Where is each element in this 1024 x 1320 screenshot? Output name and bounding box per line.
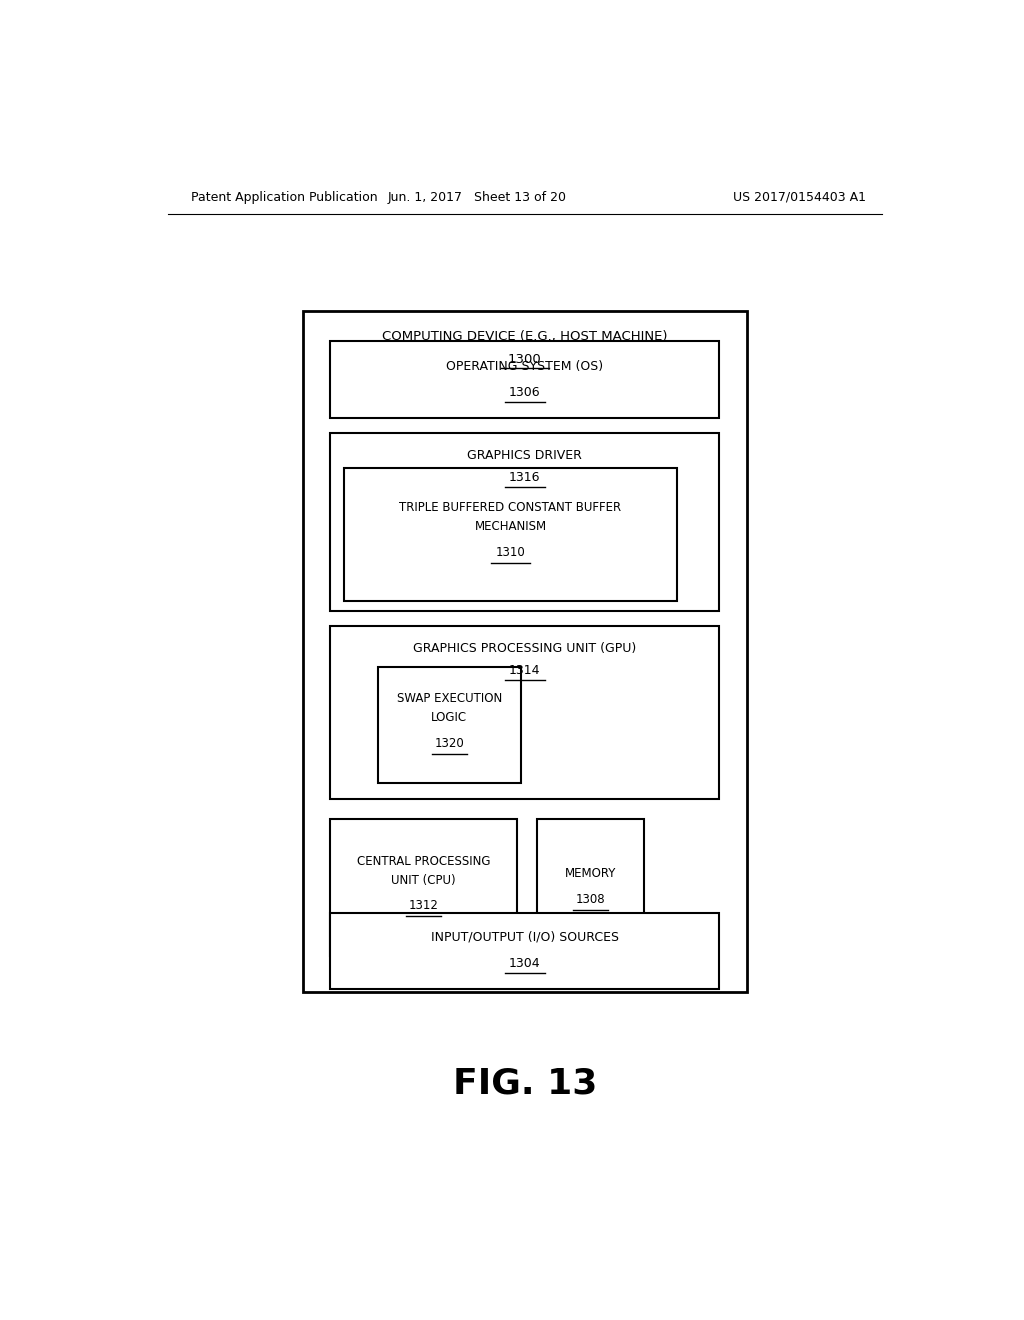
Text: MEMORY: MEMORY [564,867,616,880]
Text: 1314: 1314 [509,664,541,677]
Text: FIG. 13: FIG. 13 [453,1067,597,1101]
Text: MECHANISM: MECHANISM [474,520,547,533]
Text: CENTRAL PROCESSING: CENTRAL PROCESSING [357,855,490,867]
Text: 1310: 1310 [496,546,525,560]
Text: Jun. 1, 2017   Sheet 13 of 20: Jun. 1, 2017 Sheet 13 of 20 [388,190,566,203]
Text: 1308: 1308 [575,894,605,907]
Text: 1316: 1316 [509,471,541,484]
FancyBboxPatch shape [331,818,517,956]
FancyBboxPatch shape [303,312,748,991]
FancyBboxPatch shape [344,469,677,601]
Text: OPERATING SYSTEM (OS): OPERATING SYSTEM (OS) [446,360,603,372]
Text: COMPUTING DEVICE (E.G., HOST MACHINE): COMPUTING DEVICE (E.G., HOST MACHINE) [382,330,668,343]
Text: US 2017/0154403 A1: US 2017/0154403 A1 [733,190,866,203]
Text: SWAP EXECUTION: SWAP EXECUTION [396,692,502,705]
FancyBboxPatch shape [537,818,644,956]
Text: LOGIC: LOGIC [431,711,468,725]
Text: 1306: 1306 [509,387,541,399]
Text: Patent Application Publication: Patent Application Publication [191,190,378,203]
FancyBboxPatch shape [378,667,521,784]
FancyBboxPatch shape [331,912,719,989]
FancyBboxPatch shape [331,626,719,799]
Text: UNIT (CPU): UNIT (CPU) [391,874,456,887]
FancyBboxPatch shape [331,433,719,611]
Text: TRIPLE BUFFERED CONSTANT BUFFER: TRIPLE BUFFERED CONSTANT BUFFER [399,500,622,513]
Text: GRAPHICS DRIVER: GRAPHICS DRIVER [467,449,583,462]
Text: INPUT/OUTPUT (I/O) SOURCES: INPUT/OUTPUT (I/O) SOURCES [431,931,618,944]
Text: 1300: 1300 [508,354,542,366]
Text: 1320: 1320 [434,737,464,750]
FancyBboxPatch shape [331,342,719,417]
Text: 1312: 1312 [409,899,438,912]
Text: GRAPHICS PROCESSING UNIT (GPU): GRAPHICS PROCESSING UNIT (GPU) [413,642,637,655]
Text: 1304: 1304 [509,957,541,970]
